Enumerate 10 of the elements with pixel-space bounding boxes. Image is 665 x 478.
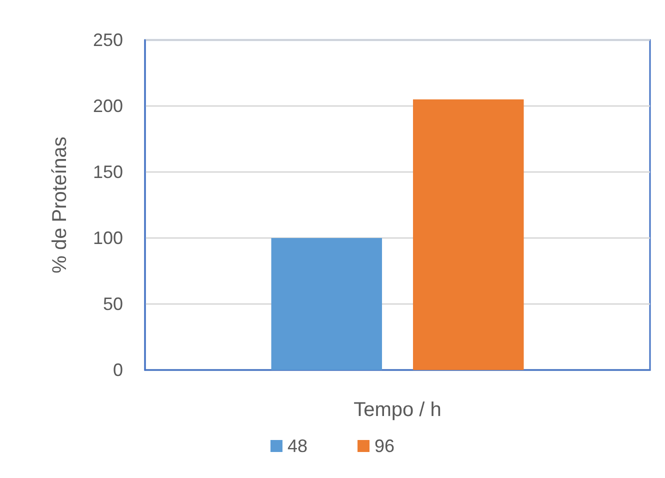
- x-axis-title: Tempo / h: [354, 399, 442, 421]
- legend-label: 96: [374, 436, 395, 456]
- y-axis-title: % de Proteínas: [49, 136, 71, 274]
- legend-label: 48: [287, 436, 308, 456]
- y-tick-label: 50: [102, 294, 123, 314]
- y-tick-label: 100: [92, 228, 123, 248]
- y-tick-label: 200: [92, 96, 123, 116]
- y-tick-label: 250: [92, 30, 123, 50]
- y-tick-label: 0: [112, 360, 123, 380]
- y-tick-label: 150: [92, 162, 123, 182]
